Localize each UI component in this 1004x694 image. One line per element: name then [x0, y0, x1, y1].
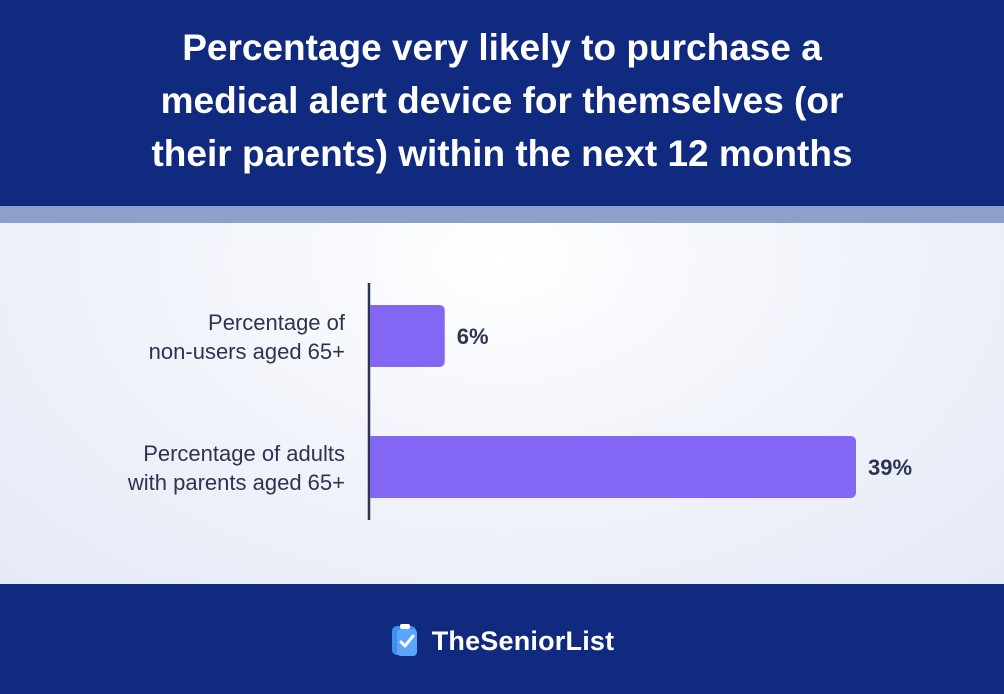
- bar-0: [370, 305, 445, 367]
- checklist-icon: [391, 624, 417, 656]
- category-label-line: Percentage of adults: [143, 441, 345, 466]
- bar-1: [370, 436, 856, 498]
- header-banner: Percentage very likely to purchase a med…: [0, 0, 1004, 206]
- bar-value-label-0: 6%: [457, 324, 489, 349]
- chart-title: Percentage very likely to purchase a med…: [151, 26, 853, 174]
- category-label-0: Percentage of non-users aged 65+: [149, 310, 346, 364]
- category-label-line: with parents aged 65+: [127, 470, 345, 495]
- brand-name: TheSeniorList: [431, 625, 615, 656]
- header-divider: [0, 206, 1004, 223]
- category-label-1: Percentage of adults with parents aged 65…: [127, 441, 345, 495]
- bar-chart: 6% Percentage of non-users aged 65+ 39% Perc…: [127, 283, 912, 520]
- chart-area: 6% Percentage of non-users aged 65+ 39% Perc…: [0, 223, 1004, 584]
- category-label-line: Percentage of: [208, 310, 346, 335]
- footer-banner: TheSeniorList: [0, 584, 1004, 694]
- bar-value-label-1: 39%: [868, 455, 912, 480]
- brand-logo[interactable]: TheSeniorList: [390, 624, 615, 658]
- category-label-line: non-users aged 65+: [149, 339, 345, 364]
